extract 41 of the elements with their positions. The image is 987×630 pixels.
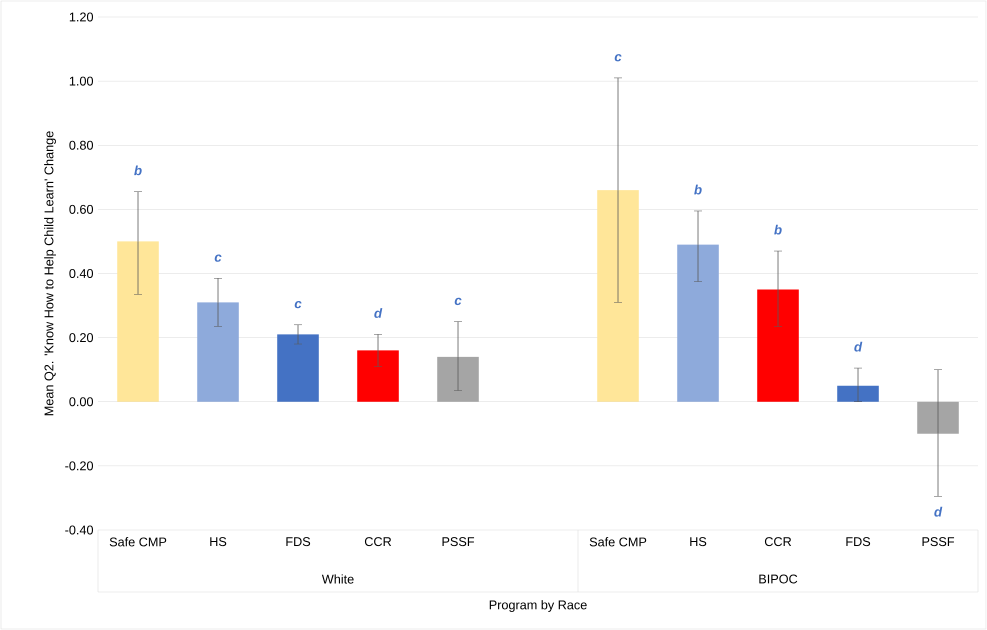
y-tick-label: -0.40: [65, 526, 94, 534]
x-tick-label: FDS: [286, 537, 310, 546]
x-tick-label: Safe CMP: [110, 537, 166, 546]
annotation: d: [374, 308, 382, 318]
bar: [357, 350, 399, 402]
x-tick-label: Safe CMP: [590, 537, 646, 546]
y-tick-label: 0.60: [69, 204, 94, 214]
annotation: d: [854, 342, 862, 352]
annotation: c: [614, 54, 622, 62]
bar: [757, 290, 799, 402]
x-tick-label: HS: [210, 537, 226, 546]
x-tick-label: HS: [690, 537, 706, 546]
x-tick-label: PSSF: [442, 537, 474, 546]
y-tick-label: 0.40: [69, 269, 94, 278]
annotation: b: [774, 224, 782, 235]
x-tick-label: PSSF: [922, 537, 954, 546]
bar: [677, 244, 719, 402]
annotation: b: [694, 184, 702, 194]
y-tick-label: 0.20: [69, 333, 94, 342]
annotation: b: [134, 165, 142, 176]
annotation: c: [214, 254, 222, 262]
y-tick-label: 1.00: [70, 76, 94, 86]
bar: [197, 302, 239, 402]
bar: [837, 386, 879, 402]
x-tick-label: CCR: [364, 537, 392, 546]
x-tick-label: CCR: [764, 537, 792, 546]
bar: [277, 334, 319, 402]
y-tick-label: 0.80: [69, 140, 94, 150]
x-axis-title: Program by Race: [490, 600, 587, 612]
y-tick-label: 0.00: [69, 397, 94, 406]
annotation: c: [294, 300, 302, 308]
bar: [117, 241, 159, 402]
annotation: c: [454, 298, 462, 306]
y-tick-label: 1.20: [70, 12, 94, 22]
x-tick-label: FDS: [846, 537, 870, 546]
text: White: [322, 574, 354, 584]
y-tick-label: -0.20: [65, 461, 94, 470]
y-axis-title: Mean Q2. 'Know How to Help Child Learn' Change: [44, 131, 56, 416]
annotation: d: [934, 506, 942, 517]
bar: [917, 402, 959, 434]
text: BIPOC: [759, 574, 798, 584]
